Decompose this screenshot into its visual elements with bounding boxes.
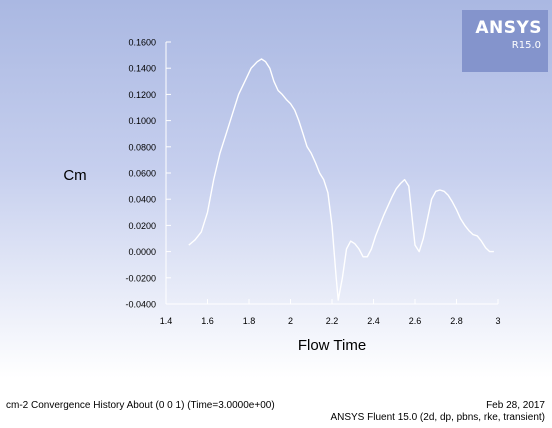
plot-description: cm-2 Convergence History About (0 0 1) (… bbox=[6, 400, 275, 411]
x-tick-label: 2.4 bbox=[367, 316, 380, 326]
y-tick-label: 0.1200 bbox=[128, 90, 156, 100]
plot-area: -0.0400 -0.0200 0.0000 0.0200 0.0400 0.0600 0.… bbox=[0, 0, 552, 378]
x-tick-label: 2.2 bbox=[326, 316, 339, 326]
x-tick-label: 2 bbox=[288, 316, 293, 326]
footer-product: ANSYS Fluent 15.0 (2d, dp, pbns, rke, tr… bbox=[330, 412, 545, 423]
y-tick-label: -0.0200 bbox=[125, 273, 156, 283]
x-tick-label: 2.8 bbox=[450, 316, 463, 326]
y-tick-label: 0.0800 bbox=[128, 142, 156, 152]
y-tick-label: 0.0200 bbox=[128, 221, 156, 231]
x-tick-label: 1.4 bbox=[160, 316, 173, 326]
x-tick-label: 1.6 bbox=[201, 316, 214, 326]
y-tick-label: 0.0000 bbox=[128, 247, 156, 257]
y-tick-label: 0.1600 bbox=[128, 38, 156, 48]
logo-version: R15.0 bbox=[511, 40, 541, 51]
y-axis-label: Cm bbox=[63, 167, 86, 184]
x-axis-label: Flow Time bbox=[298, 337, 366, 354]
y-tick-label: 0.1400 bbox=[128, 64, 156, 74]
footer: cm-2 Convergence History About (0 0 1) (… bbox=[0, 378, 552, 428]
y-tick-label: 0.1000 bbox=[128, 116, 156, 126]
y-tick-label: 0.0400 bbox=[128, 195, 156, 205]
x-tick-label: 2.6 bbox=[409, 316, 422, 326]
logo-brand: ANSYS bbox=[475, 18, 542, 38]
footer-date: Feb 28, 2017 bbox=[486, 400, 545, 411]
y-tick-label: 0.0600 bbox=[128, 169, 156, 179]
series-line-0 bbox=[188, 58, 494, 301]
y-tick-label: -0.0400 bbox=[125, 300, 156, 310]
axes: -0.0400 -0.0200 0.0000 0.0200 0.0400 0.0600 0.… bbox=[125, 38, 500, 327]
x-tick-label: 3 bbox=[495, 316, 500, 326]
x-tick-label: 1.8 bbox=[243, 316, 256, 326]
chart: -0.0400 -0.0200 0.0000 0.0200 0.0400 0.0600 0.… bbox=[63, 38, 500, 355]
ansys-logo: ANSYS R15.0 bbox=[462, 10, 548, 72]
